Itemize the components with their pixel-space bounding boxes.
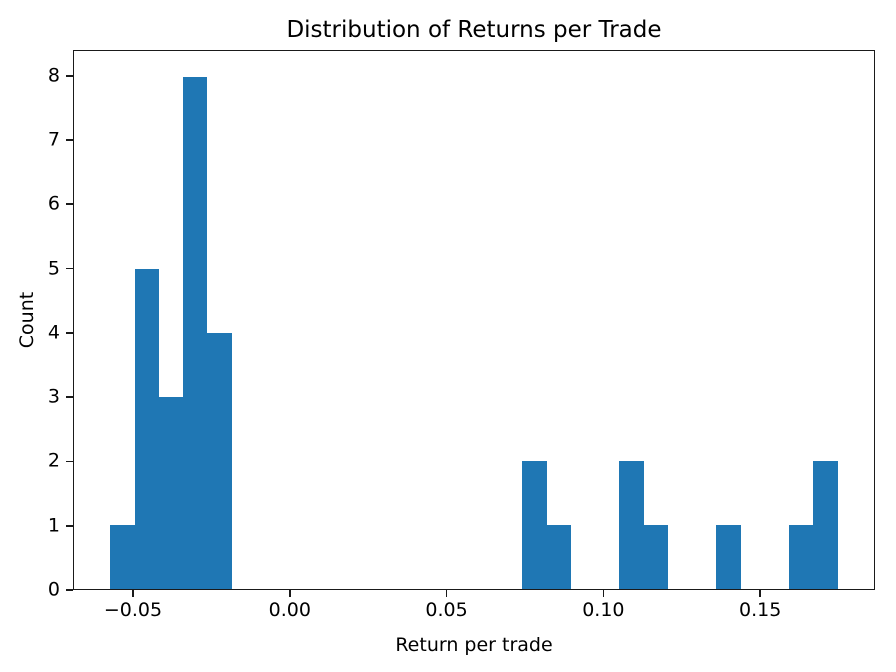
y-axis-label: Count [16,291,38,349]
y-tick-label: 1 [47,514,60,537]
y-tick-mark [66,524,73,527]
y-tick-mark [66,396,73,398]
y-tick-label: 5 [47,257,60,280]
histogram-bar [716,524,741,589]
y-tick-mark [66,460,73,463]
histogram-bar [546,524,571,589]
histogram-bar [643,524,668,589]
y-tick-label: 8 [47,64,60,87]
x-axis-label: Return per trade [395,634,553,656]
x-tick-mark [759,590,761,597]
y-tick-label: 3 [47,385,60,408]
y-tick-label: 6 [47,192,60,215]
x-tick-label: 0.00 [268,599,311,621]
x-tick-label: −0.05 [103,599,163,621]
x-tick-mark [132,590,134,597]
x-tick-label: 0.10 [582,599,625,621]
histogram-bar [207,332,232,589]
histogram-bar [134,268,159,589]
histogram-bar [789,524,814,589]
chart-title: Distribution of Returns per Trade [286,17,662,43]
histogram-bar [619,460,644,589]
x-tick-mark [445,590,448,597]
y-tick-mark [66,74,73,77]
y-tick-mark [66,589,73,591]
plot-area [73,50,875,590]
x-tick-label: 0.15 [738,599,782,621]
histogram-bar [158,396,184,589]
histogram-bar [522,460,547,589]
y-tick-label: 0 [47,578,60,601]
x-tick-mark [288,590,291,597]
y-tick-mark [66,203,73,206]
y-tick-label: 2 [47,449,60,472]
histogram-bar [110,524,135,589]
y-tick-mark [66,332,73,334]
histogram-bar [813,460,838,589]
y-tick-label: 4 [47,321,60,344]
y-tick-mark [66,139,73,141]
x-tick-mark [602,590,605,597]
y-tick-mark [66,267,73,270]
histogram-bar [183,76,208,589]
x-tick-label: 0.05 [425,599,468,621]
y-tick-label: 7 [47,128,60,151]
